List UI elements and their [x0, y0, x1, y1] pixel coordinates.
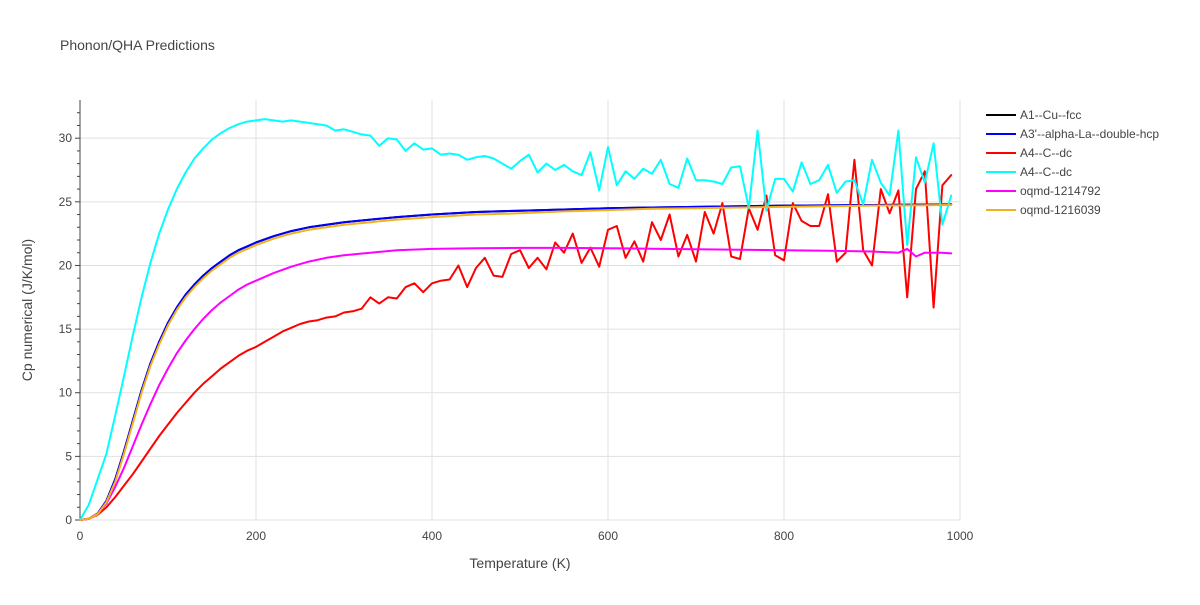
x-tick-label: 800: [774, 529, 794, 543]
x-axis-label: Temperature (K): [469, 555, 570, 571]
series-line-2[interactable]: [79, 158, 953, 521]
legend-item-1[interactable]: A3'--alpha-La--double-hcp: [986, 127, 1159, 141]
y-tick-label: 10: [59, 386, 73, 400]
y-tick-label: 25: [59, 195, 73, 209]
grid-lines: [80, 100, 961, 521]
x-tick-label: 200: [246, 529, 266, 543]
y-tick-label: 15: [59, 322, 73, 336]
legend-item-4[interactable]: oqmd-1214792: [986, 184, 1101, 198]
chart-title: Phonon/QHA Predictions: [60, 37, 215, 53]
x-tick-label: 600: [598, 529, 618, 543]
legend-label: oqmd-1216039: [1020, 203, 1101, 217]
series-line-3[interactable]: [79, 118, 953, 521]
tick-labels: 0 200 400 600 800 1000 0 5 10 15 20 25 30: [59, 112, 974, 543]
legend-label: A1--Cu--fcc: [1020, 108, 1081, 122]
series-lines: [79, 118, 953, 521]
x-tick-label: 0: [77, 529, 84, 543]
x-tick-label: 1000: [947, 529, 974, 543]
legend-item-2[interactable]: A4--C--dc: [986, 146, 1072, 160]
y-tick-label: 5: [65, 449, 72, 463]
legend[interactable]: A1--Cu--fcc A3'--alpha-La--double-hcp A4--…: [986, 108, 1159, 217]
legend-item-0[interactable]: A1--Cu--fcc: [986, 108, 1081, 122]
y-tick-label: 0: [65, 513, 72, 527]
legend-label: A4--C--dc: [1020, 146, 1072, 160]
y-tick-label: 30: [59, 131, 73, 145]
x-tick-label: 400: [422, 529, 442, 543]
legend-item-3[interactable]: A4--C--dc: [986, 165, 1072, 179]
legend-item-5[interactable]: oqmd-1216039: [986, 203, 1101, 217]
legend-label: oqmd-1214792: [1020, 184, 1101, 198]
series-line-4[interactable]: [79, 246, 953, 521]
legend-label: A3'--alpha-La--double-hcp: [1020, 127, 1159, 141]
series-line-5[interactable]: [79, 204, 953, 521]
y-axis-label: Cp numerical (J/K/mol): [19, 239, 35, 381]
y-tick-label: 20: [59, 258, 73, 272]
legend-label: A4--C--dc: [1020, 165, 1072, 179]
